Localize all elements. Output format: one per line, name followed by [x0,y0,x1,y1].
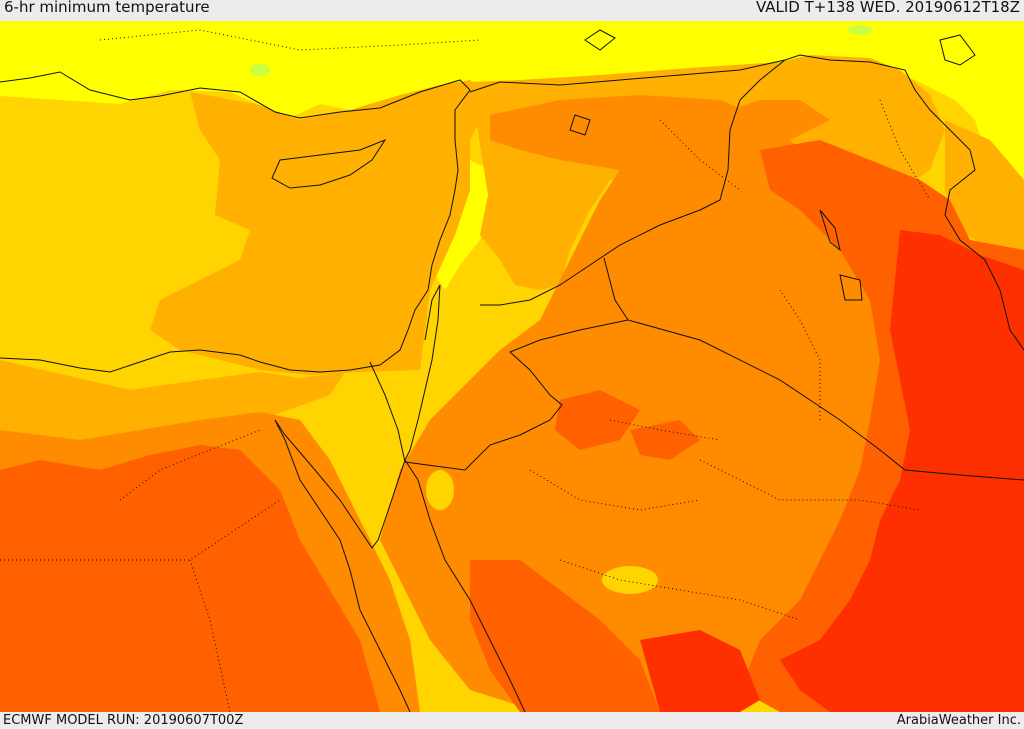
header-bar: 6-hr minimum temperature VALID T+138 WED… [0,0,1024,21]
temperature-map[interactable] [0,21,1024,712]
coastlines [0,29,976,712]
footer-bar: ECMWF MODEL RUN: 20190607T00Z ArabiaWeat… [0,712,1024,729]
yellow-spot [426,470,454,510]
valid-time-label: VALID T+138 WED. 20190612T18Z [755,0,1020,16]
national-borders [369,54,1024,481]
map-title: 6-hr minimum temperature [4,0,210,16]
yellow-spot [602,566,658,594]
green-spot [848,25,872,35]
model-run-label: ECMWF MODEL RUN: 20190607T00Z [3,713,244,728]
credit-label: ArabiaWeather Inc. [896,713,1021,728]
band-coolest [0,21,1024,290]
province-borders [0,29,931,712]
band-hottest [640,230,1024,712]
green-spot [250,64,270,76]
band-hot [0,140,1024,712]
map-canvas [0,21,1024,712]
